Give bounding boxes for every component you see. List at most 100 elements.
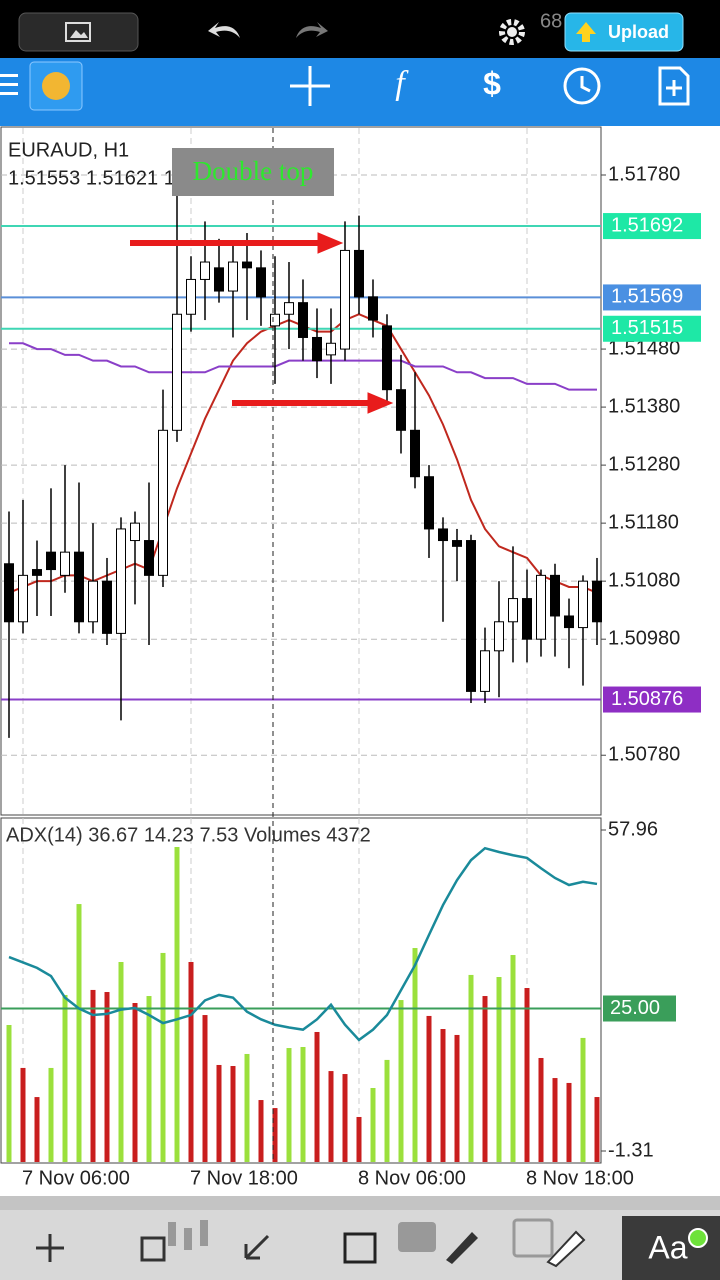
y-tick-label: 1.51280 (608, 453, 680, 475)
annotation-box (172, 148, 334, 196)
candle-body (536, 574, 546, 640)
volume-bar (300, 1046, 306, 1162)
candle-body (578, 580, 588, 629)
candle-body (242, 261, 252, 269)
candle-body (158, 429, 168, 576)
volume-bar (566, 1082, 572, 1162)
image-button[interactable] (18, 12, 139, 52)
undo-button[interactable] (208, 22, 240, 38)
volume-bar (398, 1000, 404, 1162)
candle-body (60, 551, 70, 576)
volume-bar (314, 1031, 320, 1162)
volume-bar (482, 996, 488, 1162)
crosshair-button[interactable] (290, 66, 330, 106)
candle-body (410, 429, 420, 478)
volume-bar (160, 952, 166, 1162)
volume-bar (76, 904, 82, 1162)
candle-body (396, 389, 406, 431)
candle-body (172, 313, 182, 431)
candle-body (312, 336, 322, 362)
candle-body (256, 267, 266, 298)
candle-body (452, 540, 462, 547)
candle-body (508, 598, 518, 623)
arrow-tool[interactable] (244, 1234, 270, 1260)
trade-button[interactable]: $ (483, 65, 501, 101)
volume-bar (258, 1100, 264, 1162)
brush-tool[interactable] (546, 1230, 586, 1268)
annotation: Double top (193, 156, 314, 186)
volume-bar (48, 1067, 54, 1162)
price-pane (0, 126, 602, 816)
candle-body (326, 342, 336, 356)
move-tool[interactable] (36, 1234, 64, 1262)
candle-body (382, 325, 392, 391)
volume-bar (454, 1034, 460, 1162)
volume-bar (272, 1108, 278, 1162)
volume-bar (328, 1071, 334, 1162)
level-label-box (603, 995, 676, 1022)
candle-body (18, 574, 28, 623)
settings-icon[interactable] (499, 19, 525, 45)
level-label: 1.51515 (611, 317, 683, 339)
y-tick-label: -1.31 (608, 1139, 654, 1161)
candle-body (340, 249, 350, 350)
candle-body (214, 267, 224, 292)
menu-button[interactable] (0, 74, 18, 95)
new-order-button[interactable] (658, 66, 690, 106)
settings-icon-core (507, 27, 517, 37)
x-tick-label: 8 Nov 06:00 (358, 1167, 466, 1189)
volume-bar (552, 1078, 558, 1162)
volume-bar (594, 1097, 600, 1162)
candle-body (88, 580, 98, 623)
volume-bar (524, 988, 530, 1162)
volume-bar (20, 1067, 26, 1162)
text-tool-box[interactable] (622, 1216, 720, 1280)
candle-body (424, 476, 434, 530)
rectangle-tool[interactable] (343, 1232, 377, 1264)
volume-bar (538, 1057, 544, 1162)
candle-body (186, 278, 196, 315)
image-icon-shape (70, 30, 88, 38)
candles-tool[interactable] (168, 1220, 208, 1250)
y-tick-label: 1.50980 (608, 627, 680, 649)
text-box-tool[interactable] (512, 1218, 554, 1258)
candle-body (368, 296, 378, 321)
pen-tool[interactable] (446, 1232, 478, 1264)
crop-tool[interactable] (140, 1236, 166, 1262)
candle-body (102, 580, 112, 634)
redo-button[interactable] (296, 22, 328, 38)
status-text: 68 (540, 10, 562, 32)
y-tick-label: 1.51180 (608, 511, 679, 533)
volume-bar (118, 962, 124, 1162)
level-label: 1.51692 (611, 214, 683, 236)
y-tick-label: 57.96 (608, 818, 658, 840)
candle-body (522, 598, 532, 640)
volume-bar (412, 948, 418, 1162)
level-label-box (603, 315, 701, 342)
level-label: 25.00 (610, 997, 660, 1019)
level-label-box (603, 284, 701, 311)
candle-body (32, 569, 42, 576)
y-tick-label: 1.50780 (608, 744, 680, 766)
y-tick-label: 1.51080 (608, 569, 680, 591)
volume-bar (90, 989, 96, 1162)
candle-body (438, 528, 448, 542)
period-button[interactable] (563, 67, 601, 105)
volume-bar (34, 1097, 40, 1162)
inbox-tool[interactable] (398, 1222, 436, 1252)
volume-bar (580, 1037, 586, 1162)
arrow-top (130, 232, 344, 254)
text-tool: Aa (648, 1229, 687, 1265)
volume-bar (132, 1003, 138, 1162)
candle-body (74, 551, 84, 623)
upload-button[interactable] (564, 12, 684, 52)
indicator-title: ADX(14) 36.67 14.23 7.53 Volumes 4372 (6, 824, 371, 846)
app-icon-globe (42, 72, 70, 100)
volume-bar (426, 1015, 432, 1162)
volume-bar (146, 996, 152, 1162)
level-label-box (603, 213, 701, 240)
level-label: 1.50876 (611, 688, 683, 710)
chart-title: EURAUD, H1 (8, 139, 129, 161)
volume-bar (6, 1025, 12, 1162)
volume-bar (216, 1064, 222, 1162)
